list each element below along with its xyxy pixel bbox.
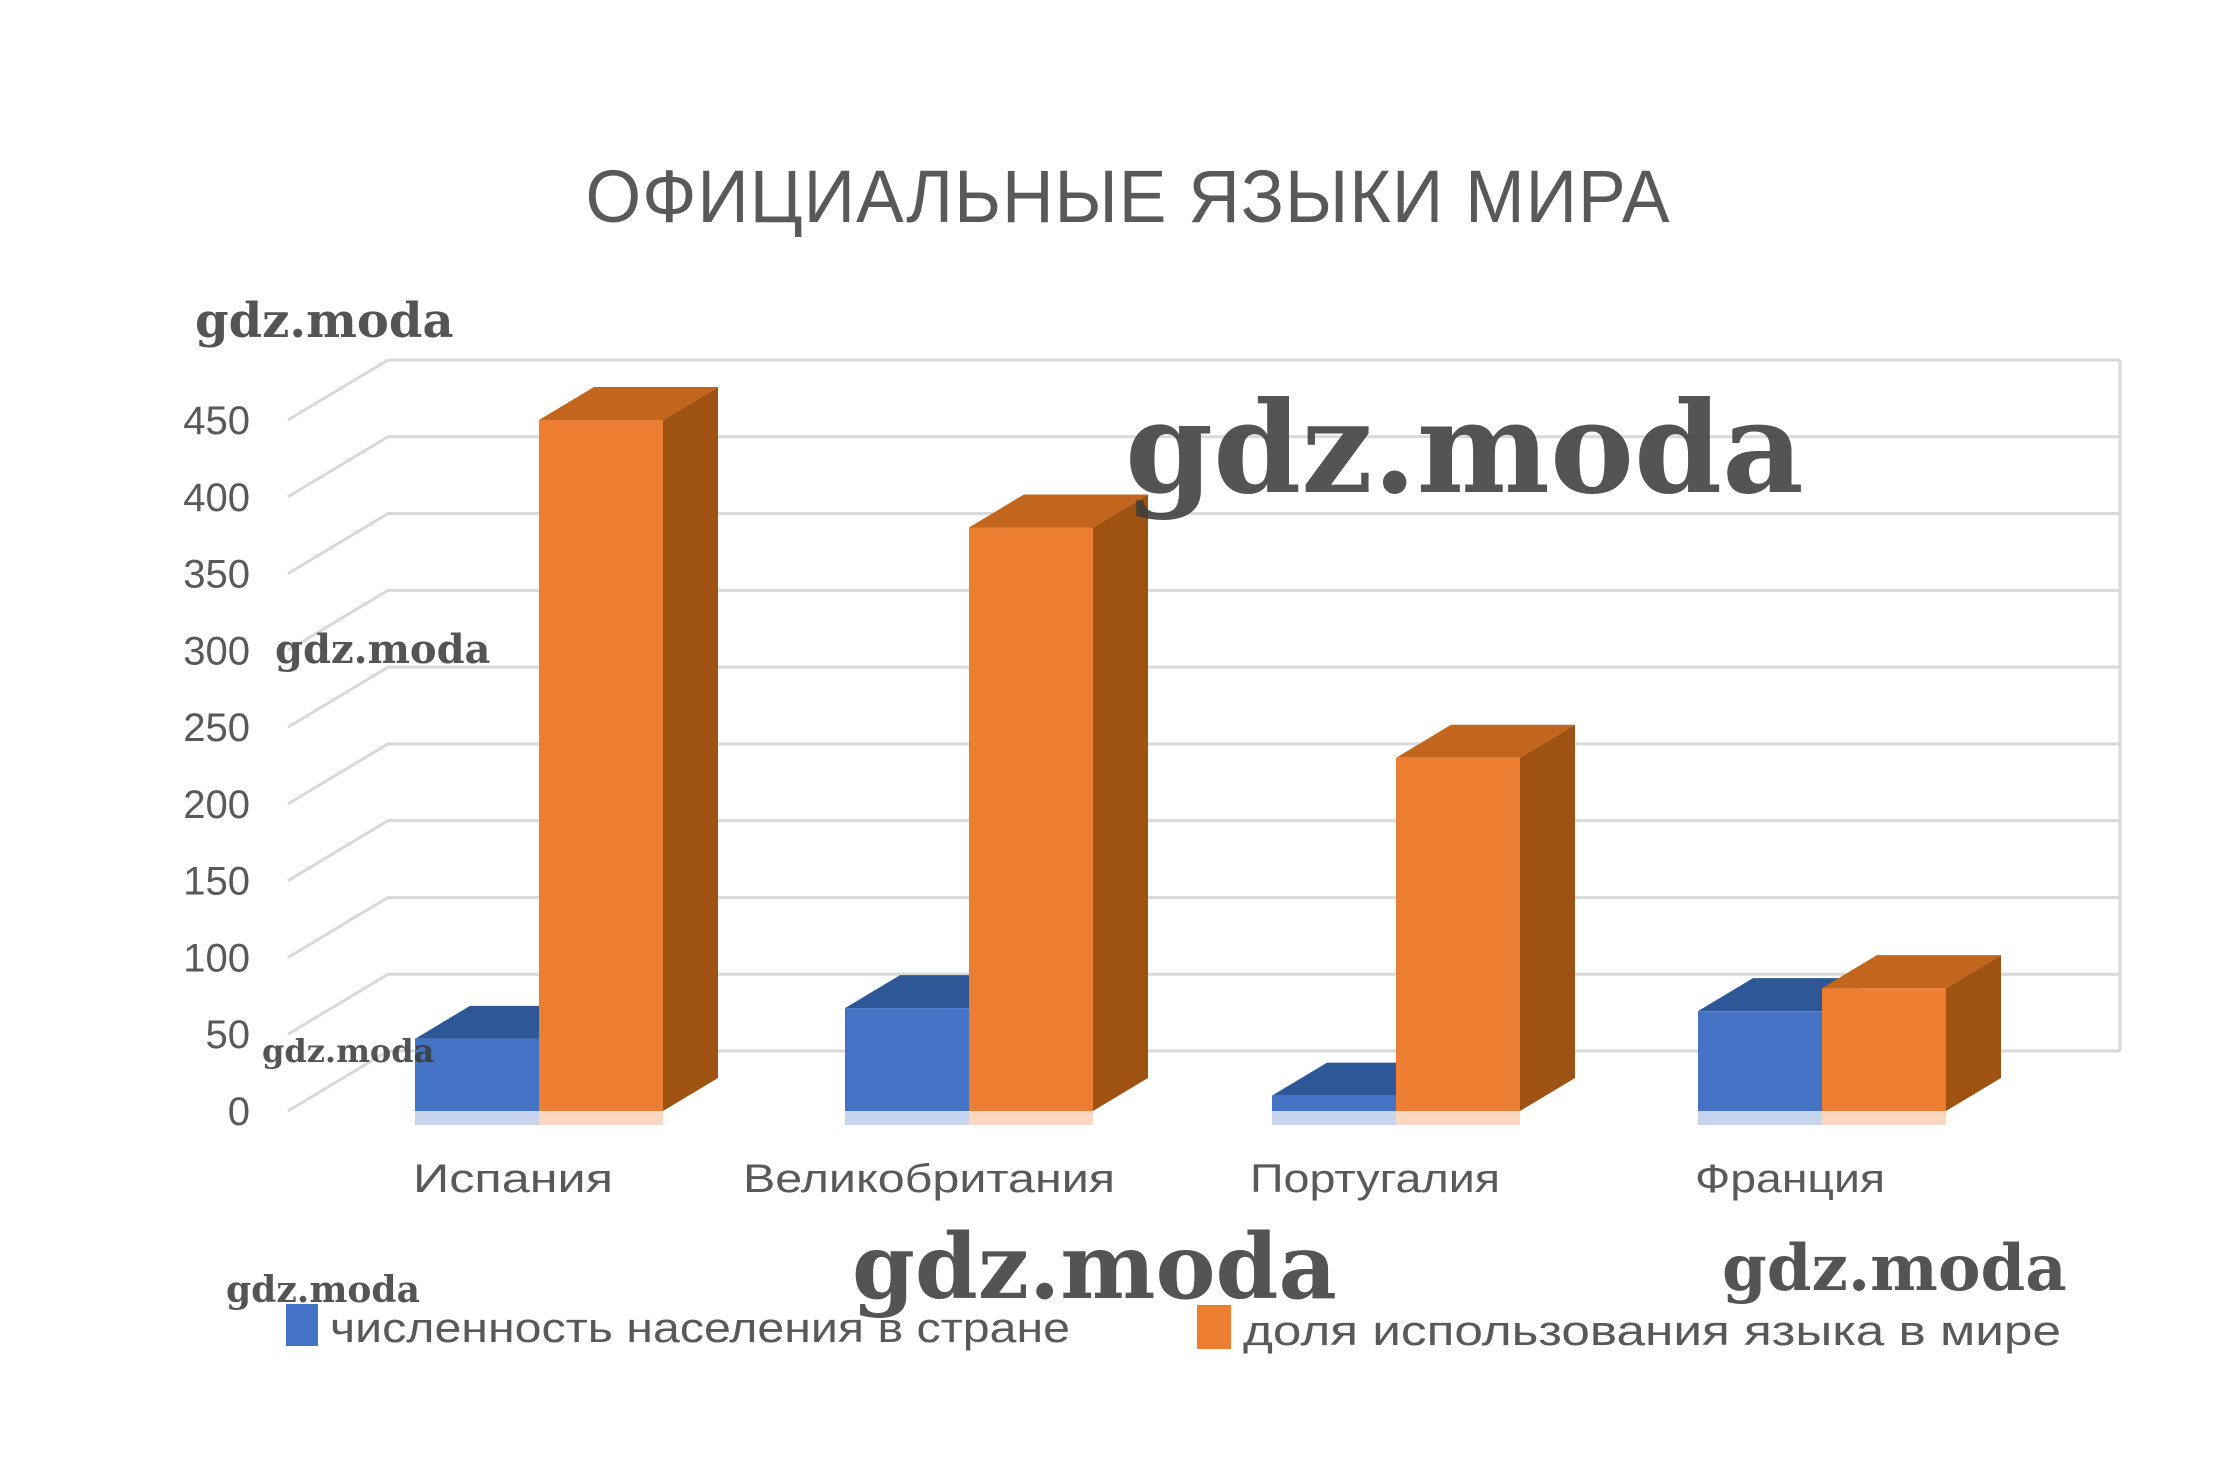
y-tick-label-0: 0: [228, 1090, 250, 1134]
y-tick-label-50: 50: [206, 1013, 251, 1057]
gridline-250: [287, 665, 2120, 729]
y-tick-label-300: 300: [183, 629, 250, 673]
category-label: Великобритания: [743, 1157, 1115, 1201]
legend-label-language-share: доля использования языка в мире: [1243, 1307, 2061, 1354]
watermark-text: gdz.moda: [1722, 1231, 2067, 1306]
bars: [415, 386, 2001, 1125]
bar-language-share: [1396, 757, 1520, 1111]
bar-side-language-share: [663, 386, 718, 1112]
bar-side-language-share: [1946, 955, 2001, 1111]
legend-label-population: численность населения в стране: [330, 1304, 1070, 1351]
y-tick-label-100: 100: [183, 936, 250, 980]
bar-top-language-share: [1822, 955, 2001, 989]
category-label: Испания: [413, 1157, 613, 1201]
bar-side-language-share: [1093, 494, 1148, 1111]
bar-top-language-share: [1396, 724, 1575, 758]
y-tick-label-450: 450: [183, 399, 250, 443]
legend-swatch-language-share: [1197, 1305, 1231, 1349]
bar-population: [1698, 1011, 1822, 1111]
bar-population: [1272, 1095, 1396, 1111]
y-tick-label-350: 350: [183, 553, 250, 597]
watermark-text: gdz.moda: [275, 626, 490, 673]
bar-reflection: [969, 1109, 1093, 1125]
bar-group-1: [415, 386, 718, 1125]
watermark-text: gdz.moda: [852, 1214, 1337, 1320]
watermark-text: gdz.moda: [195, 293, 454, 349]
gridline-450: [287, 358, 2120, 422]
y-tick-label-200: 200: [183, 783, 250, 827]
watermarks: gdz.moda gdz.moda gdz.moda gdz.moda gdz.moda…: [195, 293, 2067, 1320]
bar-group-3: [1272, 724, 1575, 1125]
gridline-350: [287, 512, 2120, 575]
bar-population: [845, 1008, 969, 1111]
y-axis-tick-labels: 0 50 100 150 200 250 300 350 400 450: [183, 399, 250, 1134]
gridlines: [287, 358, 2122, 1113]
bar-language-share: [969, 527, 1093, 1111]
bar-side-language-share: [1520, 724, 1575, 1111]
category-label: Франция: [1695, 1157, 1885, 1201]
bar-group-4: [1698, 955, 2001, 1125]
bar-population: [415, 1038, 539, 1111]
bar-reflection: [845, 1109, 969, 1125]
bar-reflection: [1698, 1109, 1822, 1125]
gridline-400: [287, 435, 2120, 499]
y-tick-label-150: 150: [183, 860, 250, 904]
watermark-text: gdz.moda: [226, 1269, 420, 1311]
category-axis-labels: Испания Великобритания Португалия Франция: [413, 1157, 1885, 1201]
bar-reflection: [1272, 1109, 1396, 1125]
bar-reflection: [1396, 1109, 1520, 1125]
chart-title: ОФИЦИАЛЬНЫЕ ЯЗЫКИ МИРА: [586, 155, 1671, 238]
bar-reflection: [539, 1109, 663, 1125]
watermark-text: gdz.moda: [262, 1032, 434, 1070]
bar-top-language-share: [969, 494, 1148, 528]
category-label: Португалия: [1250, 1157, 1500, 1201]
bar-group-2: [845, 494, 1148, 1125]
y-tick-label-400: 400: [183, 476, 250, 520]
bar-language-share: [1822, 988, 1946, 1111]
bar-top-language-share: [539, 386, 718, 420]
legend: численность населения в стране доля испо…: [286, 1304, 2061, 1354]
bar-language-share: [539, 419, 663, 1112]
bar-reflection: [1822, 1109, 1946, 1125]
y-tick-label-250: 250: [183, 706, 250, 750]
watermark-text: gdz.moda: [1125, 374, 1804, 522]
gridline-300: [287, 588, 2120, 652]
legend-swatch-population: [286, 1304, 318, 1346]
bar-reflection: [415, 1109, 539, 1125]
